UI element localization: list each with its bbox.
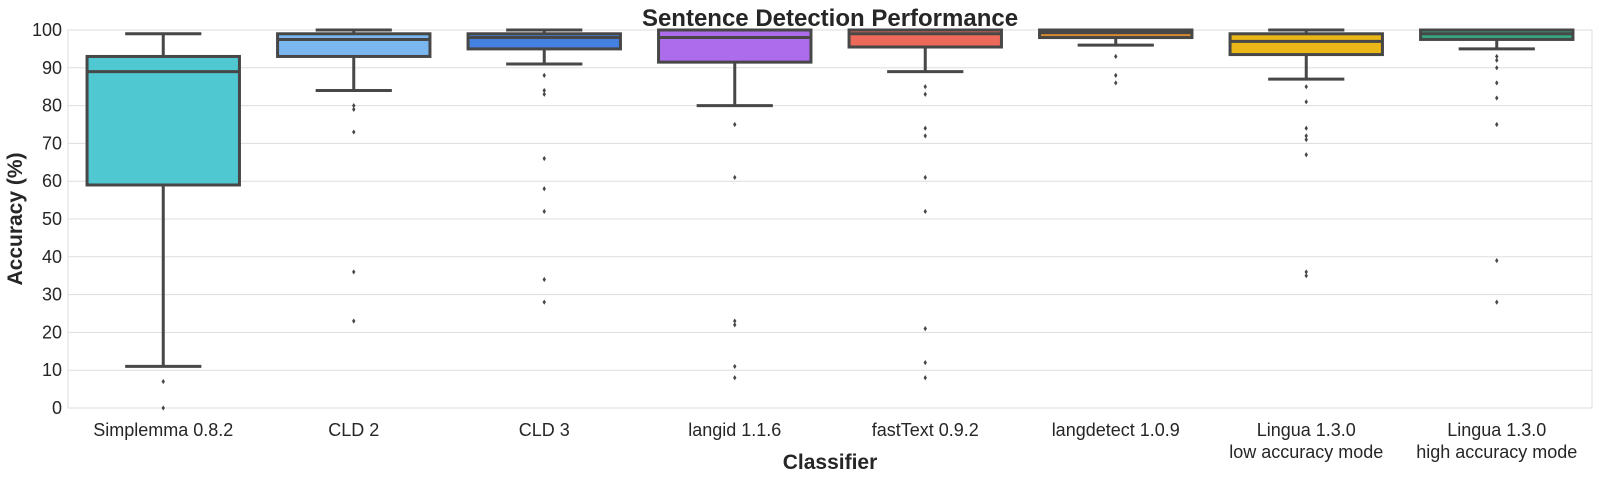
outlier-point bbox=[352, 269, 356, 275]
outlier-point bbox=[542, 87, 546, 94]
iqr-box bbox=[1228, 32, 1384, 57]
outlier-point bbox=[1114, 72, 1118, 78]
outlier-point bbox=[1114, 80, 1118, 86]
x-category-label: langid 1.1.6 bbox=[688, 420, 781, 440]
outlier-point bbox=[1495, 53, 1499, 60]
y-tick-label: 80 bbox=[42, 96, 62, 116]
outlier-point bbox=[1495, 65, 1499, 71]
outlier-point bbox=[1495, 95, 1499, 101]
outlier-point bbox=[542, 155, 546, 162]
x-axis-title: Classifier bbox=[783, 451, 878, 474]
outlier-point bbox=[733, 121, 737, 128]
x-category-label: fastText 0.9.2 bbox=[872, 420, 979, 440]
x-category-label: CLD 2 bbox=[328, 420, 379, 440]
x-category-label: CLD 3 bbox=[519, 420, 570, 440]
outlier-point bbox=[733, 322, 737, 328]
outlier-point bbox=[1304, 99, 1308, 105]
outlier-point bbox=[1304, 269, 1308, 275]
iqr-box bbox=[657, 28, 813, 64]
outlier-point bbox=[1304, 84, 1308, 90]
y-tick-label: 0 bbox=[52, 398, 62, 418]
box-series bbox=[85, 28, 1575, 411]
y-tick-labels: 0 10 20 30 40 50 60 70 80 90 100 bbox=[32, 20, 62, 418]
chart-title: Sentence Detection Performance bbox=[642, 5, 1018, 32]
box-group bbox=[1419, 28, 1575, 305]
y-tick-label: 100 bbox=[32, 20, 62, 40]
x-category-label: low accuracy mode bbox=[1229, 442, 1383, 462]
outlier-point bbox=[733, 174, 737, 181]
outlier-point bbox=[1304, 133, 1308, 139]
y-tick-label: 10 bbox=[42, 360, 62, 380]
y-tick-label: 90 bbox=[42, 58, 62, 78]
outlier-point bbox=[923, 84, 927, 90]
outlier-point bbox=[352, 129, 356, 135]
y-tick-label: 30 bbox=[42, 285, 62, 305]
outlier-point bbox=[1304, 273, 1308, 279]
iqr-box bbox=[276, 32, 432, 58]
y-tick-label: 50 bbox=[42, 209, 62, 229]
outlier-point bbox=[542, 208, 546, 215]
gridlines bbox=[68, 29, 1592, 409]
outlier-point bbox=[923, 326, 927, 332]
outlier-point bbox=[1495, 121, 1499, 128]
outlier-point bbox=[1114, 53, 1118, 60]
x-category-labels: Simplemma 0.8.2 CLD 2 CLD 3 langid 1.1.6 fas… bbox=[93, 420, 1577, 462]
x-category-label: langdetect 1.0.9 bbox=[1052, 420, 1180, 440]
box-group bbox=[657, 28, 813, 381]
x-category-label: high accuracy mode bbox=[1416, 442, 1577, 462]
box-group bbox=[1038, 28, 1194, 86]
outlier-point bbox=[1495, 299, 1499, 305]
outlier-point bbox=[161, 405, 165, 411]
outlier-point bbox=[923, 174, 927, 181]
outlier-point bbox=[923, 133, 927, 139]
box-group bbox=[85, 32, 241, 411]
outlier-point bbox=[542, 299, 546, 305]
box-group bbox=[847, 28, 1003, 381]
y-axis-title: Accuracy (%) bbox=[4, 152, 27, 285]
box-group bbox=[466, 28, 622, 305]
outlier-point bbox=[352, 318, 356, 324]
outlier-point bbox=[923, 360, 927, 366]
outlier-point bbox=[1495, 80, 1499, 86]
y-tick-label: 60 bbox=[42, 171, 62, 191]
outlier-point bbox=[1304, 152, 1308, 158]
outlier-point bbox=[1304, 137, 1308, 143]
outlier-point bbox=[161, 378, 165, 385]
outlier-point bbox=[733, 363, 737, 370]
outlier-point bbox=[542, 72, 546, 78]
x-category-label: Lingua 1.3.0 bbox=[1447, 420, 1546, 440]
outlier-point bbox=[923, 125, 927, 131]
outlier-point bbox=[1495, 257, 1499, 264]
outlier-point bbox=[733, 318, 737, 324]
outlier-point bbox=[923, 375, 927, 381]
outlier-point bbox=[923, 208, 927, 215]
outlier-point bbox=[542, 186, 546, 192]
outlier-point bbox=[733, 375, 737, 381]
box-group bbox=[276, 28, 432, 324]
outlier-point bbox=[1495, 57, 1499, 63]
iqr-box bbox=[85, 54, 241, 187]
y-tick-label: 70 bbox=[42, 133, 62, 153]
x-category-label: Lingua 1.3.0 bbox=[1257, 420, 1356, 440]
outlier-point bbox=[542, 91, 546, 97]
outlier-point bbox=[1304, 125, 1308, 131]
iqr-box bbox=[466, 32, 622, 51]
y-tick-label: 40 bbox=[42, 247, 62, 267]
x-category-label: Simplemma 0.8.2 bbox=[93, 420, 233, 440]
outlier-point bbox=[542, 276, 546, 283]
y-tick-label: 20 bbox=[42, 322, 62, 342]
box-group bbox=[1228, 28, 1384, 279]
outlier-point bbox=[352, 103, 356, 109]
outlier-point bbox=[923, 91, 927, 97]
outlier-point bbox=[352, 106, 356, 112]
